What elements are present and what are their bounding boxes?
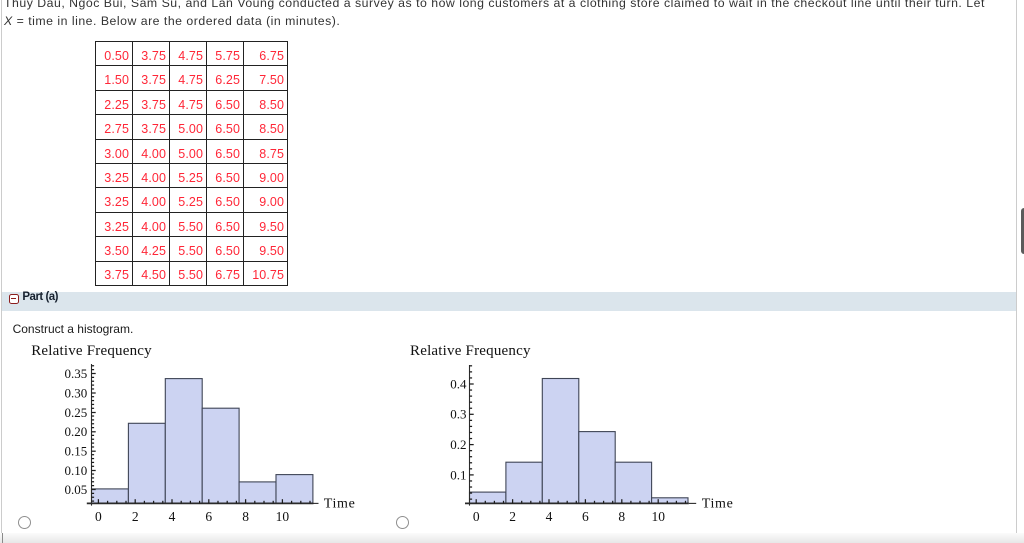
svg-text:0.2: 0.2 <box>450 437 466 452</box>
svg-text:6: 6 <box>582 509 589 524</box>
svg-text:0.15: 0.15 <box>65 444 88 459</box>
svg-text:4: 4 <box>169 509 176 524</box>
svg-text:8: 8 <box>618 509 625 524</box>
svg-text:0.35: 0.35 <box>65 366 88 381</box>
svg-text:0.20: 0.20 <box>65 424 88 439</box>
svg-text:0.1: 0.1 <box>450 467 466 482</box>
svg-text:0.05: 0.05 <box>65 482 88 497</box>
svg-text:0: 0 <box>95 509 102 524</box>
svg-text:0.30: 0.30 <box>65 385 88 400</box>
svg-text:0.10: 0.10 <box>65 463 88 478</box>
svg-text:2: 2 <box>132 509 139 524</box>
svg-text:6: 6 <box>205 509 212 524</box>
svg-text:0.4: 0.4 <box>450 376 467 391</box>
svg-text:Time: Time <box>324 497 356 512</box>
svg-text:10: 10 <box>651 509 665 524</box>
svg-text:0.25: 0.25 <box>65 405 88 420</box>
svg-text:4: 4 <box>546 509 553 524</box>
svg-text:Time: Time <box>702 497 734 512</box>
svg-text:0.3: 0.3 <box>450 407 466 422</box>
svg-text:Relative Frequency: Relative Frequency <box>410 343 531 359</box>
svg-text:Relative Frequency: Relative Frequency <box>31 343 152 359</box>
svg-text:10: 10 <box>276 509 290 524</box>
svg-text:2: 2 <box>509 509 516 524</box>
svg-text:0: 0 <box>473 509 480 524</box>
svg-text:8: 8 <box>242 509 249 524</box>
